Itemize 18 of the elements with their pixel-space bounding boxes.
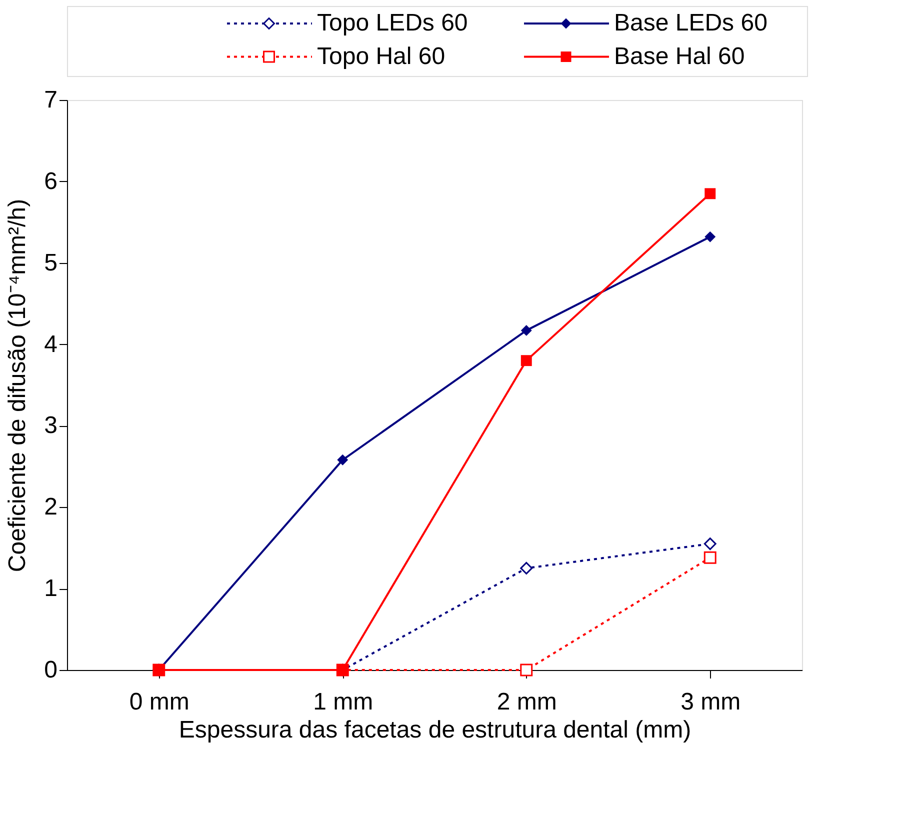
x-tick-label: 2 mm xyxy=(496,688,557,716)
legend-label: Base Hal 60 xyxy=(614,42,745,70)
x-axis-title: Espessura das facetas de estrutura dental (mm) xyxy=(178,716,692,744)
y-tick-label: 3 xyxy=(44,412,58,440)
y-tick-label: 2 xyxy=(44,494,58,521)
x-tick-label: 0 mm xyxy=(129,688,190,716)
y-tick-label: 4 xyxy=(44,330,58,358)
x-tick-label: 1 mm xyxy=(313,688,374,716)
y-tick-label: 6 xyxy=(44,168,58,195)
legend-label: Topo Hal 60 xyxy=(317,42,446,70)
y-tick-label: 5 xyxy=(44,249,58,276)
y-tick-label: 0 xyxy=(44,656,58,684)
y-axis-title: Coeficiente de difusão (10⁻⁴mm²/h) xyxy=(4,198,32,572)
legend-label: Topo LEDs 60 xyxy=(317,10,468,36)
x-tick-label: 3 mm xyxy=(680,688,741,716)
legend-label: Base LEDs 60 xyxy=(614,10,768,36)
y-tick-label: 7 xyxy=(44,86,58,114)
y-tick-label: 1 xyxy=(44,575,58,602)
